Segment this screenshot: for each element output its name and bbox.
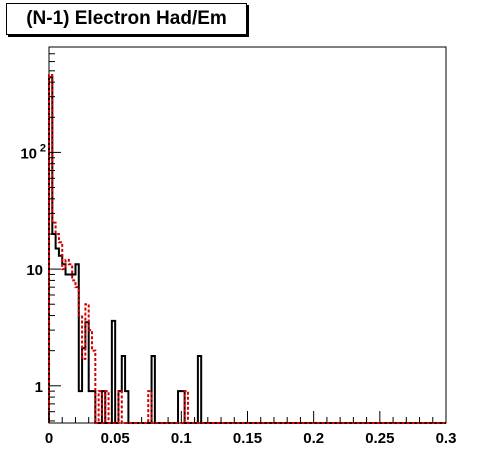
chart-title: (N-1) Electron Had/Em bbox=[26, 8, 227, 29]
plot-frame bbox=[48, 46, 447, 424]
histogram-layer bbox=[48, 74, 446, 424]
y-tick-label: 10 bbox=[20, 145, 37, 162]
x-tick-label: 0.2 bbox=[303, 430, 324, 447]
x-tick-label: 0.15 bbox=[233, 430, 262, 447]
x-tick-label: 0 bbox=[45, 430, 53, 447]
x-tick-label: 0.1 bbox=[171, 430, 192, 447]
x-tick-label: 0.05 bbox=[101, 430, 130, 447]
y-tick-exponent: 2 bbox=[40, 142, 46, 154]
y-tick-label: 1 bbox=[35, 379, 43, 396]
chart-title-box: (N-1) Electron Had/Em bbox=[6, 3, 247, 35]
y-tick-label: 10 bbox=[26, 262, 43, 279]
histogram-series-0 bbox=[48, 76, 446, 424]
histogram-series-1 bbox=[48, 74, 446, 424]
x-tick-label: 0.25 bbox=[365, 430, 394, 447]
x-tick-label: 0.3 bbox=[436, 430, 457, 447]
